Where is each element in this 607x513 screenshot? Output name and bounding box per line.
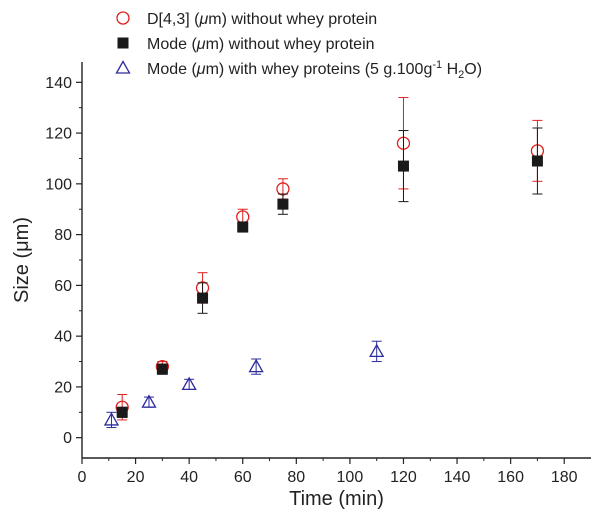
legend-label-text: O) xyxy=(464,61,482,78)
data-point xyxy=(248,358,264,373)
x-tick-label: 0 xyxy=(78,469,87,486)
legend-marker xyxy=(117,37,129,49)
legend-label-text: H xyxy=(442,61,458,78)
x-axis-title: Time (min) xyxy=(289,488,384,510)
x-tick-label: 120 xyxy=(390,469,417,486)
y-tick-label: 0 xyxy=(63,430,72,447)
data-point xyxy=(237,221,249,233)
legend-label: D[4,3] (μm) without whey protein xyxy=(147,11,377,28)
legend-label-text: Mode ( xyxy=(147,36,197,53)
legend-label-text: D[4,3] ( xyxy=(147,11,200,28)
legend-label-mu: μ xyxy=(196,36,206,53)
legend-label-text: Mode ( xyxy=(147,61,197,78)
series-3 xyxy=(103,340,385,429)
legend-label-text: m) with whey proteins (5 g.100g xyxy=(206,61,433,78)
data-point xyxy=(141,394,157,408)
data-point xyxy=(397,160,409,172)
y-tick-label: 20 xyxy=(54,379,72,396)
y-tick-label: 40 xyxy=(54,329,72,346)
data-point xyxy=(103,412,120,426)
legend-label: Mode (μm) with whey proteins (5 g.100g-1… xyxy=(147,59,482,81)
y-axis-title: Size (μm) xyxy=(11,217,33,303)
x-tick-label: 100 xyxy=(337,469,364,486)
y-tick-label: 100 xyxy=(45,176,72,193)
legend-label: Mode (μm) without whey protein xyxy=(147,36,375,53)
data-point xyxy=(156,363,168,375)
data-point xyxy=(531,155,543,167)
legend-label-text: m) without whey protein xyxy=(208,11,377,28)
y-tick-label: 80 xyxy=(54,227,72,244)
legend-label-text: m) without whey protein xyxy=(206,36,375,53)
series-1 xyxy=(115,97,545,421)
legend-label-subscript: 2 xyxy=(458,69,464,81)
legend-label-superscript: -1 xyxy=(432,59,442,71)
data-point xyxy=(181,376,197,391)
data-point xyxy=(197,292,209,304)
data-point xyxy=(369,343,385,358)
data-point xyxy=(277,198,289,210)
x-tick-label: 160 xyxy=(497,469,524,486)
x-tick-label: 80 xyxy=(287,469,305,486)
y-tick-label: 120 xyxy=(45,126,72,143)
y-tick-label: 60 xyxy=(54,278,72,295)
legend-label-mu: μ xyxy=(198,11,208,28)
data-point xyxy=(116,406,128,418)
x-tick-label: 140 xyxy=(444,469,471,486)
x-tick-label: 180 xyxy=(551,469,578,486)
x-tick-label: 60 xyxy=(234,469,252,486)
legend-marker xyxy=(115,60,131,74)
x-tick-label: 20 xyxy=(127,469,145,486)
y-tick-label: 140 xyxy=(45,75,72,92)
legend-marker xyxy=(116,11,130,25)
x-tick-label: 40 xyxy=(180,469,198,486)
legend-label-mu: μ xyxy=(196,61,206,78)
series-2 xyxy=(116,127,543,418)
plot-area: 0 20 40 60 80 100 120 140 160 180 0 20 40 60 80 100 120 1… xyxy=(45,62,591,486)
